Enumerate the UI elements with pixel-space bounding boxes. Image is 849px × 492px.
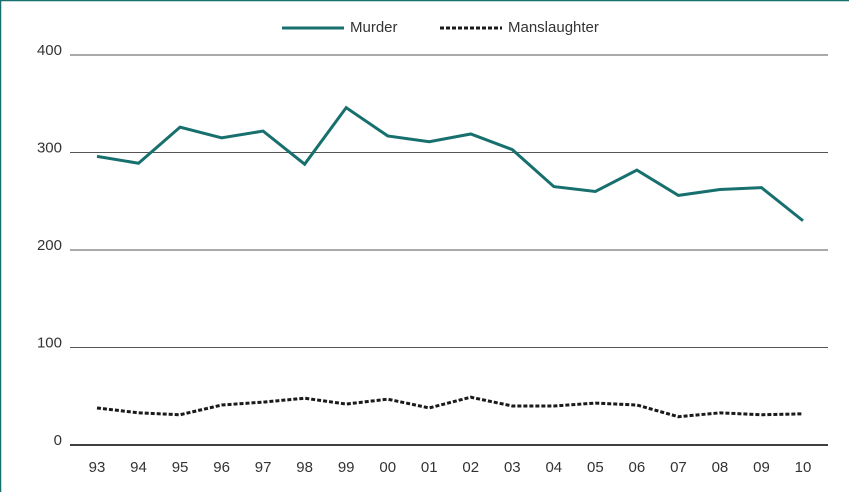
x-tick-label: 10 <box>795 459 812 476</box>
x-tick-label: 05 <box>587 459 604 476</box>
y-tick-label: 200 <box>37 237 62 254</box>
x-tick-label: 03 <box>504 459 521 476</box>
y-tick-label: 400 <box>37 42 62 59</box>
x-tick-label: 09 <box>753 459 770 476</box>
x-tick-label: 97 <box>255 459 272 476</box>
x-tick-label: 98 <box>296 459 313 476</box>
x-tick-label: 07 <box>670 459 687 476</box>
x-tick-label: 96 <box>213 459 230 476</box>
x-tick-label: 06 <box>629 459 646 476</box>
x-tick-label: 95 <box>172 459 189 476</box>
line-series <box>96 395 804 419</box>
legend-label: Manslaughter <box>508 19 599 36</box>
x-tick-label: 02 <box>462 459 479 476</box>
y-tick-label: 0 <box>54 432 62 449</box>
x-tick-label: 01 <box>421 459 438 476</box>
x-tick-label: 00 <box>379 459 396 476</box>
legend-label: Murder <box>350 19 398 36</box>
x-tick-label: 99 <box>338 459 355 476</box>
x-tick-label: 93 <box>89 459 106 476</box>
y-tick-label: 300 <box>37 139 62 156</box>
y-tick-label: 100 <box>37 334 62 351</box>
x-tick-label: 08 <box>712 459 729 476</box>
line-series <box>96 105 804 222</box>
x-tick-label: 04 <box>545 459 562 476</box>
x-tick-label: 94 <box>130 459 147 476</box>
